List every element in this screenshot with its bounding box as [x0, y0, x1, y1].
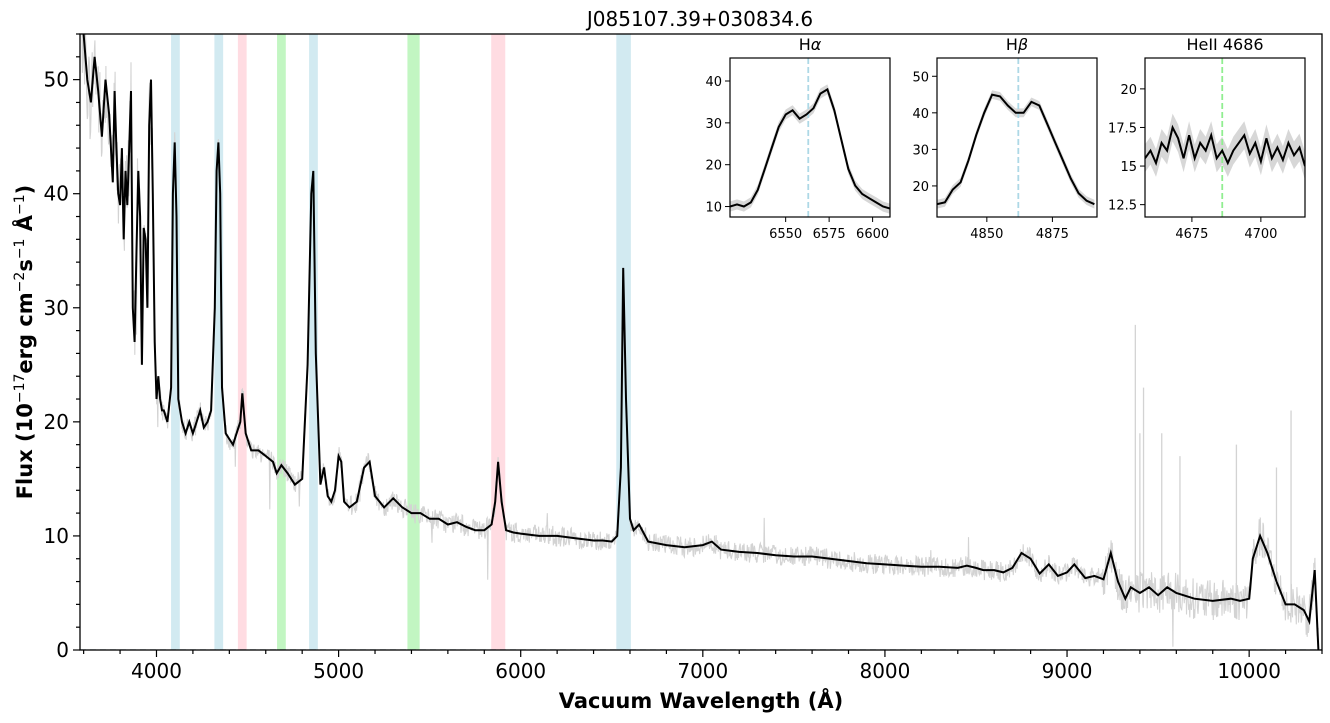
y-tick-label: 0	[56, 638, 69, 662]
inset-title-part: H	[799, 35, 811, 54]
inset-x-tick-label: 4675	[1175, 227, 1208, 242]
inset-y-tick-label: 15	[1120, 160, 1137, 175]
y-tick-label: 40	[44, 182, 69, 206]
band-h-gamma	[214, 34, 224, 650]
inset-y-tick-label: 30	[912, 143, 929, 158]
inset-h-alpha: Hα 6550 6575 6600 10 20 30 40	[705, 35, 891, 242]
inset-x-tick-label: 6575	[813, 227, 846, 242]
inset-y-tick-label: 10	[705, 201, 722, 216]
inset-y-tick-label: 12.5	[1108, 199, 1137, 214]
chart-title: J085107.39+030834.6	[585, 7, 813, 31]
band-hei-5876	[491, 34, 506, 650]
inset-y-tick-label: 40	[705, 75, 722, 90]
y-tick-label: 50	[44, 68, 69, 92]
band-heii-5411	[407, 34, 420, 650]
inset-y-tick-label: 20	[912, 180, 929, 195]
inset-title: Hβ	[1006, 35, 1028, 54]
inset-y-tick-label: 40	[912, 107, 929, 122]
smoothed-spectrum-line	[82, 34, 1320, 650]
band-h-delta	[171, 34, 180, 650]
y-label-superscript: −1	[12, 194, 28, 215]
x-tick-label: 7000	[677, 659, 728, 683]
main-plot: 4000 5000 6000 7000 8000 9000 10000 0 10 20 30 40 50	[44, 33, 1323, 683]
y-label-superscript: −2	[12, 272, 28, 293]
band-h-beta	[309, 34, 318, 650]
inset-x-tick-label: 6600	[856, 227, 889, 242]
y-label-part: erg cm	[13, 292, 37, 373]
inset-spectrum-line	[730, 87, 890, 210]
inset-x-tick-label: 4700	[1244, 227, 1277, 242]
x-tick-label: 5000	[313, 659, 364, 683]
y-axis-label: Flux (10−17erg cm−2s−1 Å−1)	[12, 185, 37, 500]
inset-title-part: H	[1006, 35, 1018, 54]
x-tick-label: 4000	[131, 659, 182, 683]
inset-y-tick-label: 20	[1120, 83, 1137, 98]
x-tick-label: 9000	[1042, 659, 1093, 683]
y-label-part: Å	[12, 214, 37, 238]
inset-h-beta: Hβ 4850 4875 20 30 40 50	[912, 35, 1098, 242]
inset-y-tick-label: 17.5	[1108, 121, 1137, 136]
y-label-part: Flux (10	[13, 403, 37, 499]
inset-title-part: α	[811, 35, 822, 54]
inset-error-band	[937, 90, 1095, 209]
y-tick-label: 10	[44, 524, 69, 548]
x-tick-label: 10000	[1217, 659, 1281, 683]
inset-title-part: HeII 4686	[1186, 35, 1263, 54]
inset-y-tick-label: 30	[705, 117, 722, 132]
inset-title: Hα	[799, 35, 822, 54]
x-tick-label: 6000	[495, 659, 546, 683]
inset-x-tick-label: 6550	[769, 227, 802, 242]
band-h-alpha	[616, 34, 631, 650]
inset-y-tick-label: 20	[705, 159, 722, 174]
inset-frame	[936, 57, 1098, 218]
inset-x-tick-label: 4875	[1036, 227, 1069, 242]
inset-x-tick-label: 4850	[970, 227, 1003, 242]
y-label-superscript: −1	[12, 239, 28, 260]
inset-spectrum-line	[937, 93, 1095, 206]
inset-error-band	[1145, 113, 1305, 180]
inset-spectrum-line	[1145, 124, 1305, 167]
y-tick-label: 20	[44, 410, 69, 434]
plot-frame	[79, 33, 1323, 651]
band-heii-4686	[277, 34, 286, 650]
y-label-part: s	[13, 259, 37, 272]
inset-heii-4686: HeII 4686 4675 4700 12.5 15 17.5 20	[1108, 35, 1306, 242]
inset-y-tick-label: 50	[912, 70, 929, 85]
inset-title: HeII 4686	[1186, 35, 1263, 54]
y-label-part: )	[13, 185, 37, 195]
x-axis-label: Vacuum Wavelength (Å)	[559, 688, 844, 713]
band-hei-4471	[237, 34, 247, 650]
inset-title-part: β	[1017, 35, 1028, 54]
inset-frame	[1144, 57, 1306, 218]
inset-background	[937, 58, 1097, 217]
raw-spectrum-line	[81, 34, 1319, 647]
inset-frame	[729, 57, 891, 218]
x-tick-label: 8000	[859, 659, 910, 683]
y-label-superscript: −17	[12, 374, 28, 404]
y-tick-label: 30	[44, 296, 69, 320]
